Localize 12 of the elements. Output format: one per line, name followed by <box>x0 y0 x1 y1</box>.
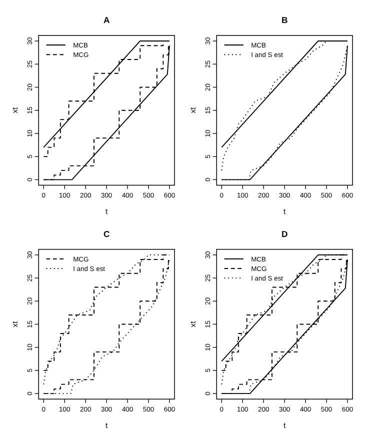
y-axis-title: xt <box>188 106 198 114</box>
y-axis-title: xt <box>10 320 20 328</box>
y-axis-title: xt <box>188 320 198 328</box>
chart-title: B <box>281 15 288 26</box>
chart-title: A <box>103 15 110 26</box>
x-axis-title: t <box>284 206 287 216</box>
y-axis-title: xt <box>10 106 20 114</box>
chart-title: D <box>281 228 288 239</box>
chart-title: C <box>103 228 110 239</box>
x-axis-title: t <box>106 206 109 216</box>
x-axis-title: t <box>106 420 109 430</box>
x-axis-title: t <box>284 420 287 430</box>
